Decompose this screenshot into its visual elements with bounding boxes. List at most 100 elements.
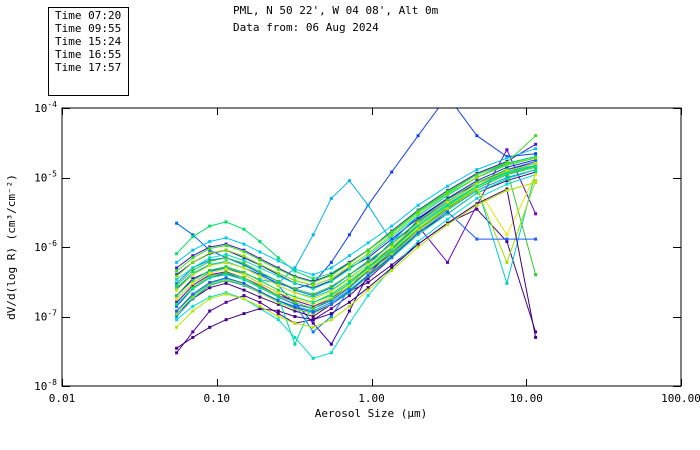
data-point-marker [175,315,179,318]
data-point-marker [258,270,262,274]
series-line [176,157,536,286]
data-point-marker [329,302,333,306]
data-point-marker [208,309,212,313]
data-point-marker [311,325,315,329]
data-point-marker [329,342,333,346]
data-point-marker [347,265,351,269]
data-point-marker [293,299,297,302]
series-markers [175,164,538,346]
legend-entry-label: Time 16:55 [55,48,121,61]
data-point-marker [416,216,420,220]
data-point-marker [329,351,333,355]
data-point-marker [505,171,509,175]
series-line [176,169,536,315]
data-point-marker [446,198,449,202]
data-point-marker [175,325,179,329]
data-point-marker [175,346,179,350]
data-point-marker [208,240,212,243]
data-point-marker [390,240,394,243]
data-point-marker [311,304,315,308]
y-tick-label: 10-5 [34,170,57,185]
data-point-marker [208,248,212,252]
data-point-marker [175,260,179,264]
data-point-marker [208,274,212,278]
legend-entry-label: Time 15:24 [55,35,122,48]
data-point-marker [191,273,195,277]
series-line [176,166,536,310]
data-point-marker [208,271,212,275]
data-point-marker [366,280,370,284]
data-point-marker [191,279,195,282]
data-point-marker [242,261,246,265]
data-point-marker [534,273,538,277]
data-point-marker [276,318,280,322]
data-point-marker [446,204,449,208]
data-point-marker [475,187,479,191]
data-point-marker [175,221,179,225]
data-point-marker [534,142,538,146]
data-point-marker [224,276,228,280]
data-point-marker [293,275,297,279]
data-point-marker [347,289,351,293]
data-point-marker [366,273,370,277]
legend-entry-label: Time 09:55 [55,22,121,35]
data-point-marker [329,277,333,281]
data-point-marker [242,297,246,301]
series-layer [175,108,538,360]
data-point-marker [175,266,179,270]
data-point-marker [347,254,351,258]
data-point-marker [224,278,228,282]
data-point-marker [242,266,246,270]
data-point-marker [505,160,509,164]
data-point-marker [446,207,449,211]
data-point-marker [191,295,195,299]
data-point-marker [191,277,195,281]
data-point-marker [534,160,538,163]
series-line [176,164,536,310]
data-point-marker [175,302,179,306]
data-point-marker [293,281,297,285]
data-point-marker [534,237,538,241]
data-point-marker [224,318,228,322]
data-point-marker [242,254,246,258]
data-point-marker [311,315,315,318]
data-point-marker [276,274,280,278]
data-point-marker [366,286,370,290]
data-point-marker [311,287,315,291]
data-point-marker [258,274,262,278]
data-point-marker [505,281,509,285]
data-point-marker [416,212,420,216]
data-point-marker [191,330,195,334]
data-point-marker [366,266,370,270]
data-point-marker [208,282,212,286]
data-point-marker [276,312,280,316]
data-point-marker [293,305,297,309]
data-point-marker [329,315,333,318]
data-point-marker [446,260,449,264]
data-point-marker [347,279,351,283]
data-point-marker [175,274,179,278]
series-line [176,211,536,313]
series-markers [175,180,538,329]
data-point-marker [347,277,351,281]
data-point-marker [416,231,420,235]
data-point-marker [534,161,538,165]
data-point-marker [475,237,479,241]
data-point-marker [191,304,195,308]
data-point-marker [258,266,262,270]
data-point-marker [242,294,246,298]
data-point-marker [311,292,315,296]
data-point-marker [208,286,212,290]
data-point-marker [242,312,246,316]
series-markers [175,134,538,291]
data-point-marker [242,259,246,262]
data-point-marker [329,299,333,302]
series-line [176,171,537,298]
data-point-marker [311,330,315,334]
data-point-marker [416,209,420,213]
data-point-marker [366,254,370,258]
data-point-marker [347,273,351,277]
data-point-marker [416,214,420,218]
